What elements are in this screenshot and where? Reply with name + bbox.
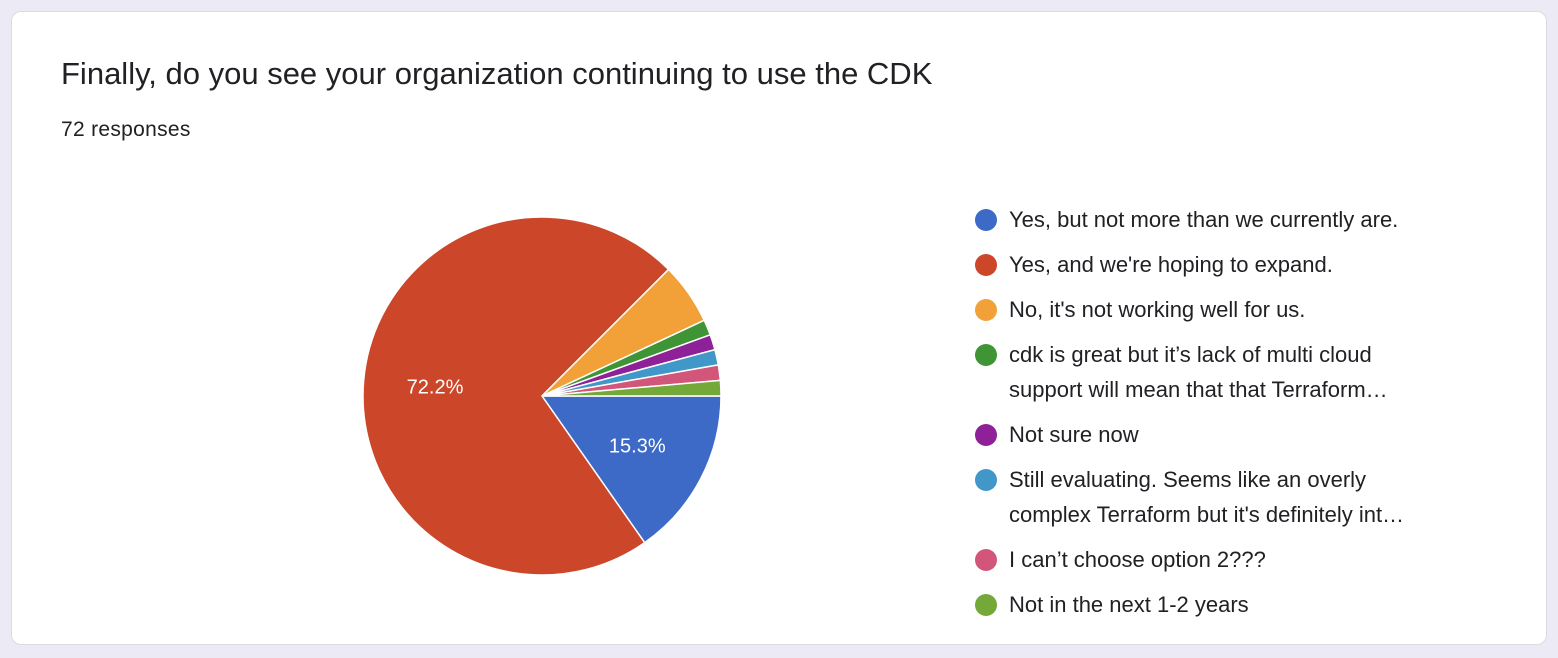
legend-item-2: Yes, and we're hoping to expand. — [975, 247, 1495, 282]
legend-swatch-4 — [975, 344, 997, 366]
legend-swatch-6 — [975, 469, 997, 491]
response-count: 72 responses — [61, 118, 191, 141]
legend-item-3: No, it's not working well for us. — [975, 292, 1495, 327]
legend-label-7: I can’t choose option 2??? — [1009, 547, 1266, 572]
slice-percent-label-2: 72.2% — [407, 377, 464, 399]
legend-item-1: Yes, but not more than we currently are. — [975, 202, 1495, 237]
legend-label-2: Yes, and we're hoping to expand. — [1009, 252, 1333, 277]
pie-slice-8 — [541, 379, 722, 397]
legend-label-6: Still evaluating. Seems like an overly c… — [1009, 467, 1405, 527]
legend-label-4: cdk is great but it’s lack of multi clou… — [1009, 342, 1388, 402]
legend-item-5: Not sure now — [975, 417, 1495, 452]
legend-swatch-2 — [975, 254, 997, 276]
legend-swatch-7 — [975, 549, 997, 571]
chart-card: Finally, do you see your organization co… — [11, 11, 1547, 645]
legend-swatch-5 — [975, 424, 997, 446]
legend-label-8: Not in the next 1-2 years — [1009, 592, 1249, 617]
legend-swatch-8 — [975, 594, 997, 616]
legend-swatch-1 — [975, 209, 997, 231]
chart-legend: Yes, but not more than we currently are.… — [975, 202, 1495, 632]
legend-item-8: Not in the next 1-2 years — [975, 587, 1495, 622]
pie-slice-1 — [540, 395, 722, 544]
legend-swatch-3 — [975, 299, 997, 321]
slice-percent-label-1: 15.3% — [609, 436, 666, 458]
legend-label-3: No, it's not working well for us. — [1009, 297, 1306, 322]
legend-item-7: I can’t choose option 2??? — [975, 542, 1495, 577]
question-title: Finally, do you see your organization co… — [61, 56, 933, 91]
legend-item-6: Still evaluating. Seems like an overly c… — [975, 462, 1495, 532]
legend-label-5: Not sure now — [1009, 422, 1139, 447]
pie-slice-2 — [362, 216, 670, 576]
legend-item-4: cdk is great but it’s lack of multi clou… — [975, 337, 1495, 407]
legend-label-1: Yes, but not more than we currently are. — [1009, 207, 1399, 232]
